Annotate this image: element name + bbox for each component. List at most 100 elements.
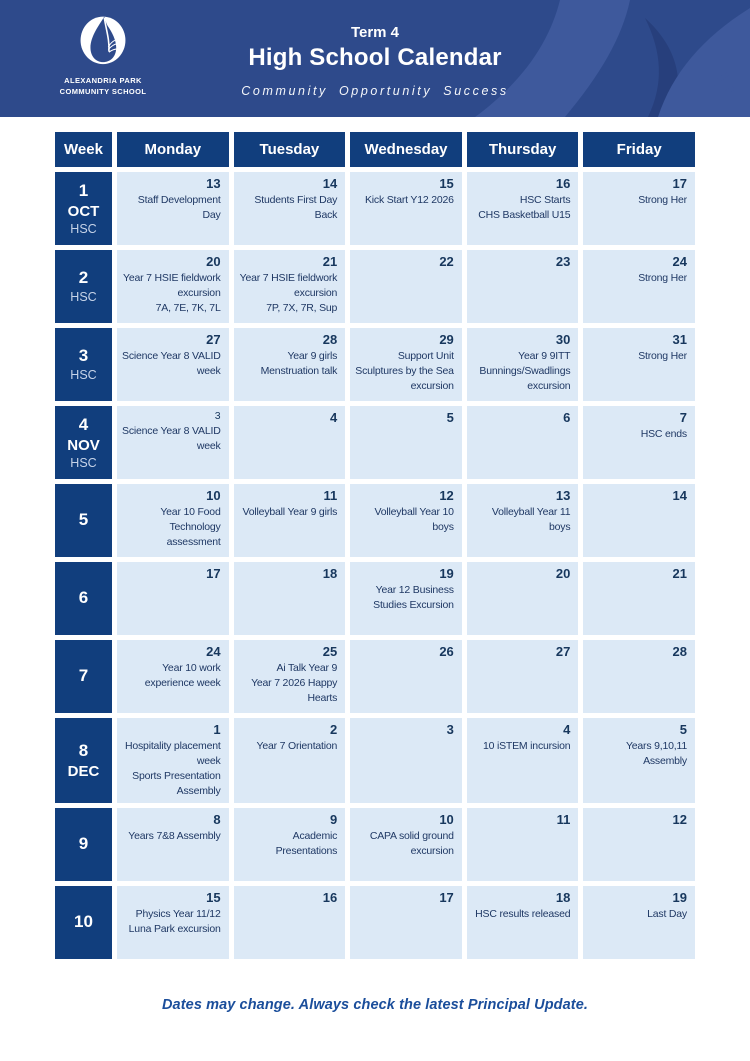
event-label: Volleyball Year 11 [491,506,571,518]
day-cell: 28 Year 9 girls Menstruation talk [233,328,346,401]
date-label: 11 [323,488,338,503]
week-tag: HSC [70,222,97,237]
date-label: 28 [322,332,338,347]
week-cell: 7 [55,640,112,713]
school-logo-icon [80,16,126,65]
day-cell: 19 Year 12 Business Studies Excursion [350,562,462,635]
event-label: boys [432,521,454,533]
day-cell: 23 [466,250,579,323]
date-label: 22 [439,254,454,269]
day-cell: 20 [466,562,579,635]
date-label: 17 [672,176,687,191]
event-label: week [196,440,221,452]
date-label: 17 [439,890,454,905]
event-label: Year 12 Business [375,584,454,596]
event-label: Volleyball Year 10 [374,506,454,518]
week-cell: 2 HSC [55,250,112,323]
column-header-wednesday: Wednesday [350,132,462,167]
event-label: excursion [527,380,571,392]
column-header-week: Week [55,132,112,167]
week-month: OCT [67,202,100,220]
date-label: 3 [446,722,454,737]
week-number: 10 [74,912,93,932]
event-label: Ai Talk Year 9 [276,662,338,674]
date-label: 18 [555,890,571,905]
event-label: boys [549,521,571,533]
event-label: Year 9 girls [287,350,338,362]
event-label: HSC ends [640,428,687,440]
footer-note: Dates may change. Always check the lates… [161,997,589,1013]
date-label: 19 [439,566,454,581]
event-label: CHS Basketball U15 [478,209,571,221]
event-label: Back [314,209,338,221]
week-cell: 9 [55,808,112,881]
week-cell: 3 HSC [55,328,112,401]
leaf-decoration [475,0,750,117]
date-label: 30 [555,332,571,347]
date-label: 12 [672,812,687,827]
column-header-friday: Friday [583,132,695,167]
date-label: 15 [439,176,454,191]
day-cell: 26 [350,640,462,713]
day-cell: 17 [350,886,462,959]
day-cell: 28 [583,640,695,713]
day-cell: 18 [233,562,346,635]
event-label: Year 7 Orientation [256,740,338,752]
date-label: 14 [672,488,687,503]
week-number: 9 [78,834,89,854]
event-label: Year 7 HSIE fieldwork [123,272,221,284]
day-cell: 4 [233,406,346,479]
event-label: Students First Day [254,194,338,206]
date-label: 27 [206,332,221,347]
logo-text-line1: ALEXANDRIA PARK [64,76,142,85]
event-label: Strong Her [638,272,687,284]
day-cell: 17 [117,562,229,635]
day-cell: 3 Science Year 8 VALID week [117,406,229,479]
event-label: Science Year 8 VALID [122,350,221,362]
day-cell: 9 Academic Presentations [233,808,346,881]
event-label: Strong Her [638,350,687,362]
day-cell: 6 [466,406,579,479]
day-cell: 4 10 iSTEM incursion [466,718,579,803]
event-label: Physics Year 11/12 [135,908,221,920]
event-label: 10 iSTEM incursion [482,740,571,752]
event-label: 7A, 7E, 7K, 7L [155,302,221,314]
day-cell: 12 Volleyball Year 10 boys [350,484,462,557]
date-label: 26 [439,644,454,659]
date-label: 4 [329,410,338,425]
event-label: Staff Development [137,194,221,206]
week-month: NOV [67,436,100,454]
event-label: Support Unit [397,350,454,362]
week-month: DEC [67,762,100,780]
event-label: excursion [410,380,454,392]
day-cell: 21 [583,562,695,635]
week-number: 2 [78,268,89,288]
school-logo: ALEXANDRIA PARK COMMUNITY SCHOOL [55,8,151,97]
column-header-tuesday: Tuesday [233,132,346,167]
event-label: week [196,365,221,377]
day-cell: 15 Kick Start Y12 2026 [350,172,462,245]
page-title: High School Calendar [248,44,502,71]
day-cell: 12 [583,808,695,881]
event-label: Year 10 work [162,662,221,674]
day-cell: 5 [350,406,462,479]
day-cell: 15 Physics Year 11/12 Luna Park excursion [117,886,229,959]
event-label: Year 7 HSIE fieldwork [239,272,338,284]
date-label: 9 [329,812,338,827]
day-cell: 3 [350,718,462,803]
event-label: Bunnings/Swadlings [479,365,571,377]
event-label: Presentations [275,845,338,857]
date-label: 29 [439,332,454,347]
date-label: 12 [439,488,454,503]
date-label: 13 [555,488,571,503]
date-label: 24 [672,254,687,269]
event-label: Hospitality placement [124,740,221,752]
day-cell: 30 Year 9 9ITT Bunnings/Swadlings excursion [466,328,579,401]
logo-text-line2: COMMUNITY SCHOOL [59,86,147,96]
date-label: 2 [329,722,338,737]
event-label: Academic [292,830,338,842]
event-label: Assembly [643,755,687,767]
day-cell: 21 Year 7 HSIE fieldwork excursion 7P, 7X, … [233,250,346,323]
day-cell: 18 HSC results released [466,886,579,959]
date-label: 16 [555,176,571,191]
